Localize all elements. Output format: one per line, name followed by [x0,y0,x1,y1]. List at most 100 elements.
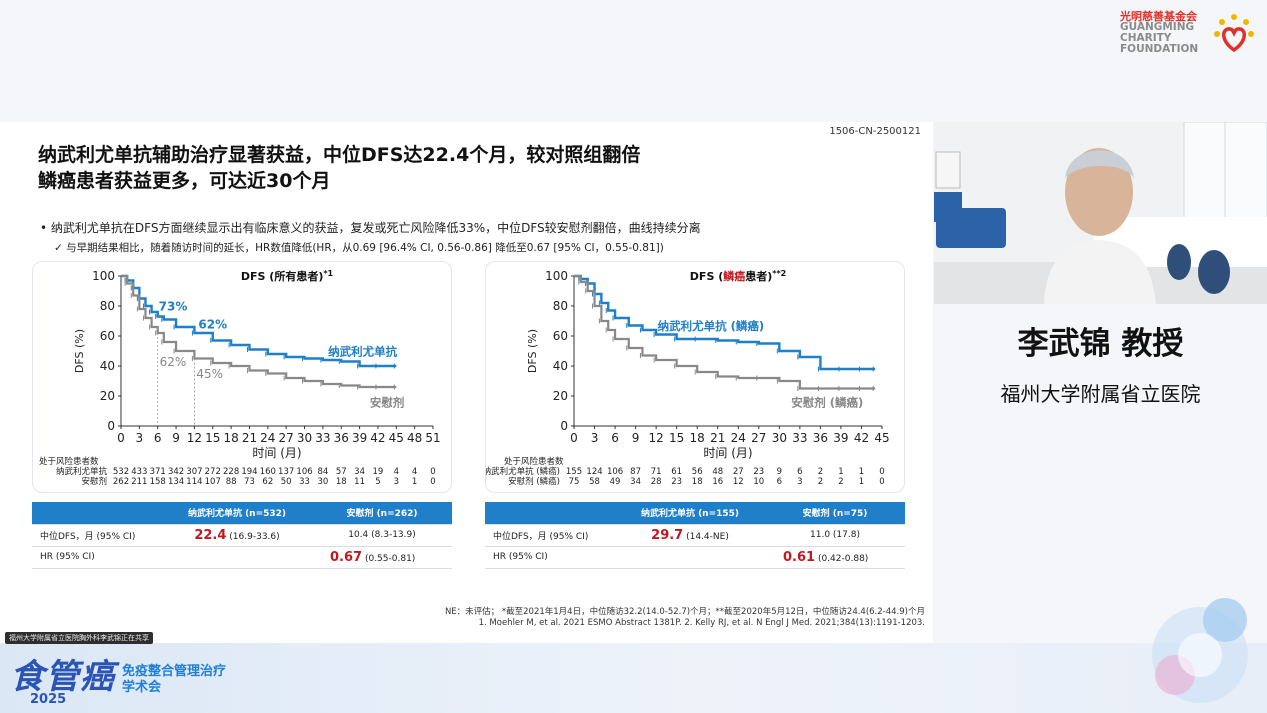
x-tick-label: 3 [136,431,144,445]
risk-row-label: 安慰剂 [81,476,107,487]
x-tick-label: 12 [648,431,663,445]
risk-count: 10 [753,477,764,487]
table-row: HR (95% CI) 0.61 (0.42-0.88) [485,546,905,569]
risk-count: 34 [630,477,641,487]
screen-share-ticker: 福州大学附属省立医院胸外科李武锦正在共享 [5,632,153,644]
chart-title-highlight: 鳞癌 [723,269,745,283]
x-tick-label: 30 [772,431,787,445]
event-year: 2025 [30,692,67,707]
foundation-logo: 光明慈善基金会 GUANGMING CHARITY FOUNDATION [1120,8,1260,62]
x-tick-label: 0 [570,431,578,445]
risk-count: 3 [394,477,399,487]
logo-en-line-2: CHARITY [1120,32,1172,44]
bullet-main: • 纳武利尤单抗在DFS方面继续显示出有临床意义的获益，复发或死亡风险降低33%… [40,221,701,235]
presentation-slide: 1506-CN-2500121 纳武利尤单抗辅助治疗显著获益，中位DFS达22.… [0,122,933,643]
risk-count: 28 [651,477,662,487]
presenter-video [934,122,1267,304]
risk-count: 211 [131,477,147,487]
x-tick-label: 39 [352,431,367,445]
speaker-name: 李武锦 教授 [1017,326,1184,362]
landmark-label: 73% [159,300,188,314]
x-tick-label: 30 [297,431,312,445]
y-axis-label: DFS (%) [73,329,86,373]
x-tick-label: 15 [205,431,220,445]
x-tick-label: 6 [154,431,162,445]
hr-ci: (0.55-0.81) [364,553,416,564]
risk-count: 6 [797,467,802,477]
risk-count: 2 [838,477,843,487]
risk-row-label: 纳武利尤单抗 [56,466,108,477]
km-chart-all-patients: 0 20 40 60 80 100 0 3 6 9 12 15 18 21 24 27 30 33 36 39 42 45… [32,261,452,493]
title-line-1: 纳武利尤单抗辅助治疗显著获益，中位DFS达22.4个月，较对照组翻倍 [38,144,641,166]
x-tick-label: 51 [425,431,440,445]
risk-count: 160 [260,467,276,477]
results-table-squamous: 纳武利尤单抗 (n=155) 安慰剂 (n=75) 中位DFS，月 (95% C… [485,502,905,569]
x-tick-label: 48 [407,431,422,445]
y-axis-label: DFS (%) [526,329,539,373]
risk-table-header: 处于风险患者数 [504,456,564,467]
table-row: HR (95% CI) 0.67 (0.55-0.81) [32,546,452,569]
x-tick-label: 21 [710,431,725,445]
x-axis-label: 时间 (月) [252,446,301,460]
table-col-nivolumab: 纳武利尤单抗 (n=155) [615,502,765,525]
risk-count: 1 [859,467,864,477]
chart-title-text: DFS (所有患者) [241,269,323,283]
risk-count: 134 [168,477,184,487]
footnote-abbrev: NE：未评估； *截至2021年1月4日，中位随访32.2(14.0-52.7)… [444,607,925,617]
risk-count: 84 [317,467,328,477]
risk-count: 158 [150,477,166,487]
chart-title: DFS (鳞癌患者)**2 [690,269,786,283]
x-tick-label: 12 [187,431,202,445]
chart-title-suffix: *1 [323,269,333,278]
risk-count: 4 [412,467,417,477]
series-label: 纳武利尤单抗 [328,345,397,359]
risk-count: 23 [671,477,682,487]
risk-count: 107 [205,477,221,487]
chart-title-suffix: **2 [772,269,786,278]
risk-count: 23 [753,467,764,477]
series-label: 安慰剂 [370,396,405,410]
risk-count: 12 [733,477,744,487]
y-tick-label: 20 [553,389,568,403]
x-tick-label: 0 [117,431,125,445]
risk-table-header: 处于风险患者数 [39,456,99,467]
x-axis-label: 时间 (月) [703,446,752,460]
landmark-label: 62% [198,318,227,332]
km-curve-1 [121,274,397,389]
y-tick-label: 60 [553,329,568,343]
y-tick-label: 80 [553,299,568,313]
landmark-label: 45% [196,367,223,381]
risk-count: 34 [354,467,365,477]
y-tick-label: 0 [107,419,115,433]
risk-count: 262 [113,477,129,487]
title-line-2: 鳞癌患者获益更多，可达近30个月 [38,170,331,192]
median-dfs-nivolumab: 29.7 [651,527,684,543]
km-chart-squamous: 0 20 40 60 80 100 0 3 6 9 12 15 18 21 24 27 30 33 36 39 42 45… [483,261,905,493]
km-curve-1 [574,274,876,390]
logo-en: GUANGMING CHARITY FOUNDATION [1120,22,1220,55]
risk-count: 11 [354,477,365,487]
slide-id: 1506-CN-2500121 [829,126,921,137]
median-dfs-nivolumab: 22.4 [194,527,227,543]
series-label: 安慰剂 (鳞癌) [791,396,863,410]
logo-en-line-1: GUANGMING [1120,21,1195,33]
risk-count: 106 [607,467,623,477]
risk-count: 194 [241,467,257,477]
risk-count: 33 [299,477,310,487]
logo-en-line-3: FOUNDATION [1120,43,1199,55]
risk-count: 433 [131,467,147,477]
x-tick-label: 27 [279,431,294,445]
results-table-all: 纳武利尤单抗 (n=532) 安慰剂 (n=262) 中位DFS，月 (95% … [32,502,452,569]
risk-count: 57 [336,467,347,477]
risk-count: 2 [818,477,823,487]
risk-count: 307 [186,467,202,477]
x-tick-label: 6 [611,431,619,445]
hr-value: 0.61 [783,549,816,565]
table-row: 中位DFS，月 (95% CI) 22.4 (16.9-33.6) 10.4 (… [32,524,452,547]
y-tick-label: 80 [100,299,115,313]
x-tick-label: 9 [172,431,180,445]
risk-count: 0 [430,477,435,487]
y-tick-label: 100 [545,269,568,283]
